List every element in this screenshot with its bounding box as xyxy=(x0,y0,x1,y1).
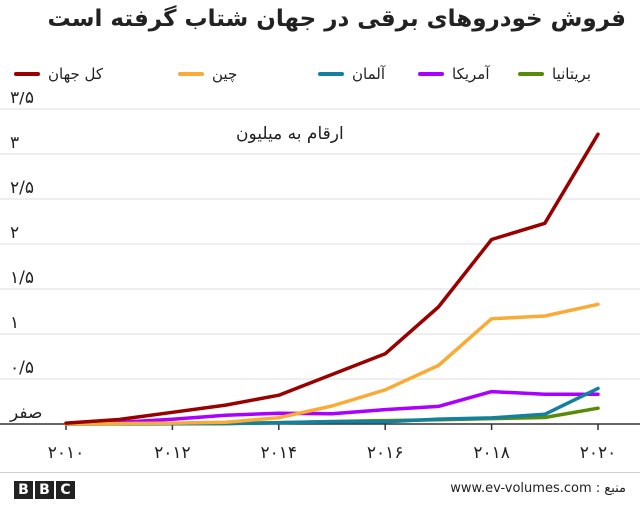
legend-label: آلمان xyxy=(352,65,385,83)
legend-swatch xyxy=(178,72,204,76)
x-tick-label: ۲۰۱۶ xyxy=(367,443,404,463)
line-chart: صفر ۰/۵ ۱ ۱/۵ ۲ ۲/۵ ۳ ۳/۵ ۲۰۱۰ ۲۰۱۲ ۲۰۱۴ ۲۰۱۶ ۲۰۱۸ ۲۰… xyxy=(0,92,640,463)
series-line xyxy=(64,302,600,426)
legend-item: بریتانیا xyxy=(518,62,591,86)
y-tick-label: ۱ xyxy=(10,313,19,333)
footer: B B C منبع : www.ev-volumes.com xyxy=(0,472,640,505)
x-tick-label: ۲۰۱۸ xyxy=(473,443,510,463)
y-tick-label: ۲/۵ xyxy=(10,178,34,198)
legend-item: آمریکا xyxy=(418,62,490,86)
chart-title: فروش خودروهای برقی در جهان شتاب گرفته اس… xyxy=(47,6,626,32)
x-tick-label: ۲۰۱۰ xyxy=(48,443,85,463)
units-annotation: ارقام به میلیون xyxy=(236,124,344,144)
legend-label: چین xyxy=(212,65,238,83)
x-tick-label: ۲۰۱۴ xyxy=(261,443,298,463)
bbc-logo-letter: B xyxy=(14,481,33,499)
chart-legend: کل جهان چین آلمان آمریکا بریتانیا xyxy=(0,62,640,86)
legend-item: کل جهان xyxy=(14,62,103,86)
y-tick-label: صفر xyxy=(9,403,42,423)
series-line xyxy=(64,389,600,426)
y-tick-label: ۰/۵ xyxy=(10,358,34,378)
legend-item: آلمان xyxy=(318,62,385,86)
legend-label: کل جهان xyxy=(48,65,104,83)
y-tick-label: ۱/۵ xyxy=(10,268,34,288)
legend-swatch xyxy=(318,72,344,76)
bbc-logo-letter: B xyxy=(35,481,54,499)
legend-swatch xyxy=(14,72,40,76)
x-tick-label: ۲۰۲۰ xyxy=(580,443,617,463)
legend-label: آمریکا xyxy=(452,65,490,83)
series-line xyxy=(64,132,600,425)
legend-swatch xyxy=(418,72,444,76)
x-tick-label: ۲۰۱۲ xyxy=(154,443,191,463)
legend-swatch xyxy=(518,72,544,76)
source-credit: منبع : www.ev-volumes.com xyxy=(450,481,626,496)
bbc-logo-letter: C xyxy=(56,481,75,499)
bbc-logo: B B C xyxy=(14,481,75,499)
legend-item: چین xyxy=(178,62,237,86)
y-tick-label: ۲ xyxy=(10,223,19,243)
y-tick-label: ۳ xyxy=(10,133,19,153)
legend-label: بریتانیا xyxy=(552,65,591,83)
y-tick-label: ۳/۵ xyxy=(10,92,34,108)
